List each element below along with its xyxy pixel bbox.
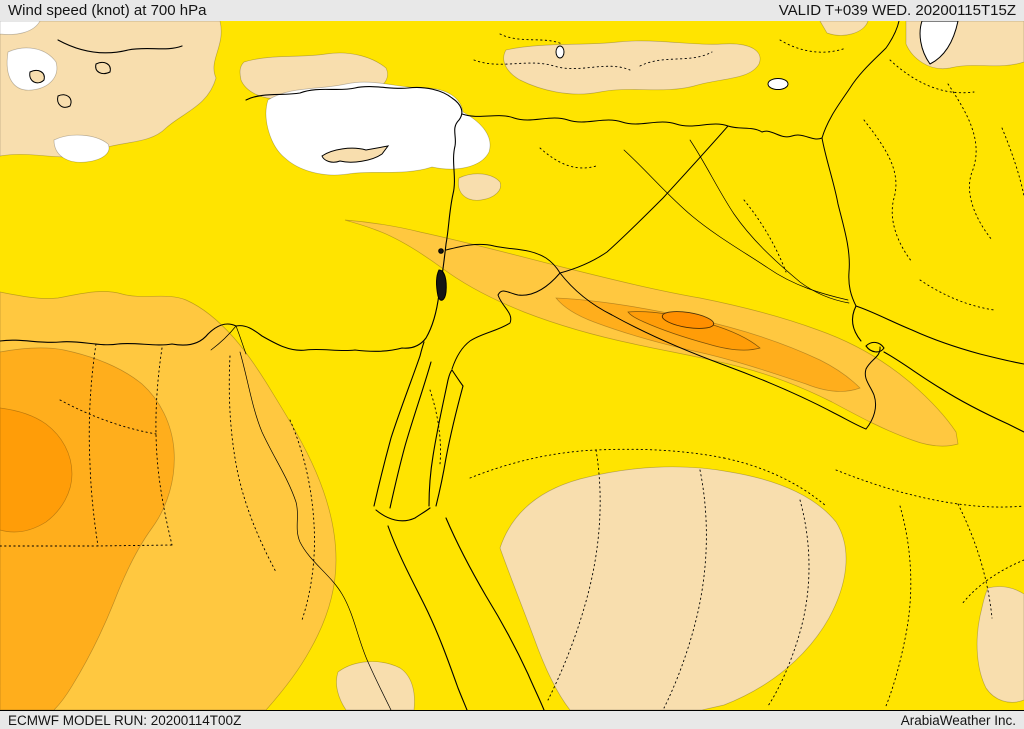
branding-label: ArabiaWeather Inc. bbox=[900, 712, 1016, 728]
weather-map-svg bbox=[0, 21, 1024, 710]
rivers bbox=[210, 139, 850, 710]
caspian-sea-corner bbox=[919, 21, 959, 65]
map-title: Wind speed (knot) at 700 hPa bbox=[8, 2, 207, 19]
aegean-island bbox=[29, 69, 45, 84]
lakes-and-islands bbox=[29, 21, 959, 301]
aegean-island bbox=[57, 94, 72, 108]
map-footer-bar: ECMWF MODEL RUN: 20200114T00Z ArabiaWeat… bbox=[0, 710, 1024, 729]
lake-van bbox=[767, 78, 789, 90]
lake-tuz bbox=[555, 45, 565, 59]
model-run-label: ECMWF MODEL RUN: 20200114T00Z bbox=[8, 712, 242, 728]
contour-orange-regions bbox=[0, 219, 959, 710]
valid-time-label: VALID T+039 WED. 20200115T15Z bbox=[778, 2, 1016, 19]
contour-tan-regions bbox=[0, 21, 1024, 710]
admin-borders-dotted bbox=[0, 33, 1024, 709]
dead-sea bbox=[436, 269, 447, 301]
contour-white-regions bbox=[0, 21, 491, 176]
wind-contours bbox=[0, 21, 1024, 710]
map-canvas bbox=[0, 21, 1024, 710]
country-borders bbox=[445, 21, 900, 430]
map-header-bar: Wind speed (knot) at 700 hPa VALID T+039… bbox=[0, 0, 1024, 21]
sea-of-galilee bbox=[438, 248, 444, 254]
aegean-island bbox=[95, 61, 111, 75]
cyprus-island bbox=[321, 145, 390, 163]
coastlines bbox=[0, 39, 1024, 710]
